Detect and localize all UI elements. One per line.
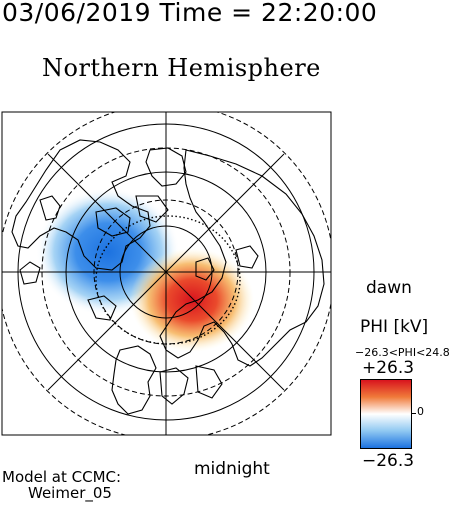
positive-potential-cell [130,248,254,352]
coastlines [11,139,325,415]
auroral-boundary [95,215,241,345]
model-credit-line2: Weimer_05 [28,484,112,502]
colorbar-variable-label: PHI [kV] [360,317,429,337]
colorbar-zero-tick [412,413,416,414]
colorbar-zero-label: 0 [417,405,424,418]
colorbar [360,379,412,449]
colorbar-max-label: +26.3 [362,358,415,378]
colorbar-min-label: −26.3 [362,451,415,471]
colorbar-range-text: −26.3<PHI<24.8 [355,346,450,359]
date-time-header: 03/06/2019 Time = 22:20:00 [2,0,378,27]
map-frame [1,111,332,436]
midnight-label: midnight [194,459,270,479]
model-credit-line1: Model at CCMC: [2,468,122,486]
dawn-label: dawn [366,278,412,298]
polar-map [1,111,332,436]
plot-title: Northern Hemisphere [42,54,321,82]
